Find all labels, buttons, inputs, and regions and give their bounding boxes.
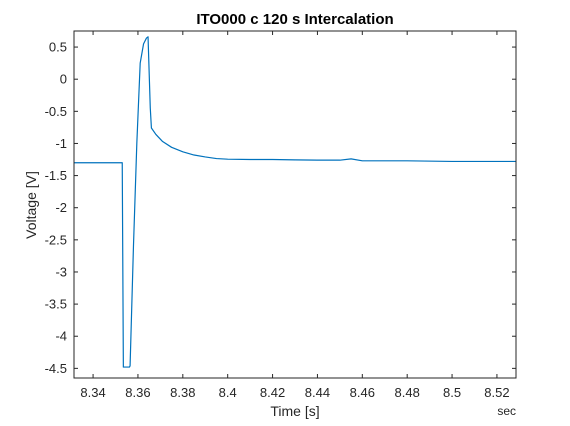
- y-tick-label: -1: [55, 136, 67, 151]
- x-tick-label: 8.44: [305, 385, 330, 400]
- y-tick-label: -4: [55, 329, 67, 344]
- x-axis-label: Time [s]: [270, 403, 319, 419]
- x-tick-label: 8.36: [125, 385, 150, 400]
- x-tick-label: 8.5: [443, 385, 461, 400]
- x-tick-label: 8.38: [170, 385, 195, 400]
- y-tick-label: 0.5: [49, 40, 67, 55]
- x-tick-label: 8.52: [484, 385, 509, 400]
- y-tick-label: -4.5: [45, 361, 67, 376]
- y-tick-label: 0: [60, 72, 67, 87]
- x-unit-note: sec: [497, 404, 516, 418]
- x-tick-label: 8.42: [260, 385, 285, 400]
- x-tick-label: 8.48: [395, 385, 420, 400]
- y-axis-label: Voltage [V]: [23, 171, 39, 239]
- y-tick-label: -0.5: [45, 104, 67, 119]
- y-tick-label: -1.5: [45, 168, 67, 183]
- y-tick-label: -2: [55, 200, 67, 215]
- x-tick-label: 8.46: [350, 385, 375, 400]
- x-tick-label: 8.34: [80, 385, 105, 400]
- x-tick-label: 8.4: [219, 385, 237, 400]
- y-tick-label: -3: [55, 264, 67, 279]
- plot-area-background: [74, 31, 516, 378]
- chart-title: ITO000 c 120 s Intercalation: [196, 11, 393, 28]
- y-tick-label: -2.5: [45, 232, 67, 247]
- y-tick-label: -3.5: [45, 297, 67, 312]
